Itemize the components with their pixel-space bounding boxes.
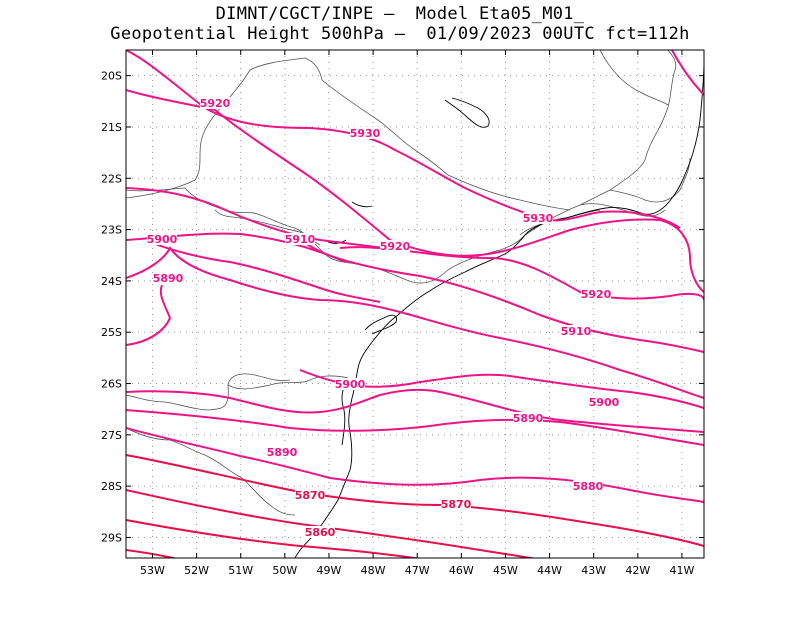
y-axis-labels: 20S 21S 22S 23S 24S 25S 26S 27S 28S 29S: [101, 70, 122, 545]
x-tick-label: 51W: [228, 564, 253, 577]
contour-5860: [126, 519, 422, 558]
x-tick-label: 44W: [537, 564, 562, 577]
contour-label-bg: [335, 378, 365, 390]
contour-label: 5920: [380, 240, 411, 253]
contour-5930: [671, 50, 704, 96]
contour-label-bg: [295, 489, 325, 501]
contour-label-bg: [285, 233, 315, 245]
contour-label-bg: [441, 498, 471, 510]
border-pr-sc: [227, 375, 349, 390]
y-tick-label: 25S: [101, 326, 122, 339]
political-borders: [126, 50, 691, 516]
axis-ticks: [126, 50, 704, 558]
contour-5900: [126, 246, 704, 399]
chart-subtitle: Geopotential Height 500hPa – 01/09/2023 …: [110, 24, 690, 44]
contour-label: 5910: [561, 325, 592, 338]
contour-5850: [126, 549, 178, 558]
x-tick-label: 50W: [272, 564, 297, 577]
contour-label: 5920: [200, 97, 231, 110]
border-es-rj: [609, 157, 691, 203]
contour-label: 5880: [573, 480, 604, 493]
contour-label-bg: [380, 240, 410, 252]
x-tick-label: 49W: [317, 564, 342, 577]
graticule: [126, 50, 704, 558]
contour-label-bg: [581, 288, 611, 300]
coast-lake-north: [444, 97, 490, 128]
contour-5890: [126, 388, 704, 433]
contour-label-bg: [153, 272, 183, 284]
contour-label-layer: 5850586058705870588058905890589059005900…: [147, 97, 620, 539]
y-tick-label: 28S: [101, 480, 122, 493]
contour-label-bg: [561, 325, 591, 337]
contour-label: 5890: [153, 272, 184, 285]
y-tick-label: 26S: [101, 378, 122, 391]
border-sp-ms: [126, 187, 321, 246]
border-mg-ba: [599, 50, 669, 106]
map-frame: [125, 49, 705, 559]
x-tick-label: 48W: [361, 564, 386, 577]
x-axis-labels: 53W 52W 51W 50W 49W 48W 47W 46W 45W 44W 43W 42W 41W: [140, 564, 694, 577]
contour-5910: [126, 232, 704, 353]
coast-lake-2: [351, 201, 373, 208]
x-tick-label: 47W: [405, 564, 430, 577]
contour-5900: [149, 241, 381, 303]
contour-5870: [126, 454, 704, 547]
contour-label: 5920: [581, 288, 612, 301]
contour-label-bg: [147, 233, 177, 245]
contour-layer: [126, 50, 704, 558]
y-tick-label: 20S: [101, 70, 122, 83]
contour-label: 5890: [267, 446, 298, 459]
contour-label: 5930: [523, 212, 554, 225]
contour-label: 5910: [285, 233, 316, 246]
contour-5870: [126, 489, 537, 558]
x-tick-label: 45W: [493, 564, 518, 577]
border-sp-mg-inner: [321, 79, 571, 211]
contour-label-bg: [267, 446, 297, 458]
y-tick-label: 23S: [101, 224, 122, 237]
x-tick-label: 53W: [140, 564, 165, 577]
border-rs-arg: [126, 427, 296, 516]
x-tick-label: 46W: [449, 564, 474, 577]
contour-5890: [126, 284, 172, 346]
contour-label: 5870: [295, 489, 326, 502]
contour-label-bg: [200, 97, 230, 109]
contour-label-bg: [589, 396, 619, 408]
contour-label: 5900: [589, 396, 620, 409]
contour-label-bg: [513, 412, 543, 424]
chart-title: DIMNT/CGCT/INPE – Model Eta05_M01_: [215, 4, 585, 24]
x-tick-label: 43W: [581, 564, 606, 577]
contour-label-bg: [350, 127, 380, 139]
contour-label: 5930: [350, 127, 381, 140]
contour-5920: [126, 187, 704, 301]
contour-label-bg: [573, 480, 603, 492]
border-sc-rs: [126, 373, 291, 411]
contour-label-bg: [305, 526, 335, 538]
contour-label: 5900: [147, 233, 178, 246]
contour-5920: [126, 89, 704, 293]
contour-5890: [126, 409, 704, 446]
contour-label-bg: [523, 212, 553, 224]
coast-bay-1: [364, 314, 397, 335]
x-tick-label: 52W: [184, 564, 209, 577]
contour-5880: [126, 427, 704, 503]
contour-label: 5860: [305, 526, 336, 539]
contour-label: 5890: [513, 412, 544, 425]
contour-5930: [126, 50, 681, 229]
y-tick-label: 29S: [101, 531, 122, 544]
y-tick-label: 27S: [101, 429, 122, 442]
y-tick-label: 24S: [101, 275, 122, 288]
contour-label: 5900: [335, 378, 366, 391]
contour-label: 5870: [441, 498, 472, 511]
x-tick-label: 41W: [670, 564, 695, 577]
y-tick-label: 21S: [101, 121, 122, 134]
x-tick-label: 42W: [625, 564, 650, 577]
border-mg-es: [579, 50, 677, 206]
y-tick-label: 22S: [101, 172, 122, 185]
